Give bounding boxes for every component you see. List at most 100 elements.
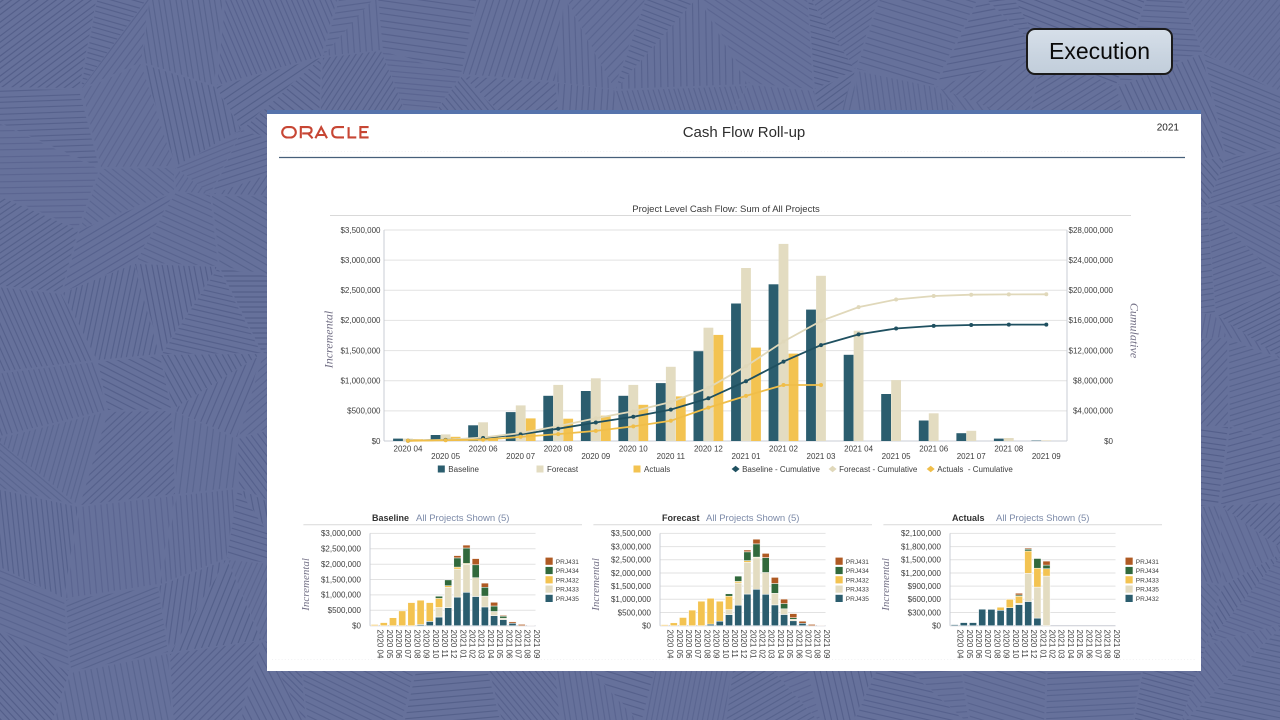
svg-text:2021 05: 2021 05 (1075, 630, 1084, 659)
svg-text:$1,000,000: $1,000,000 (340, 377, 381, 386)
svg-text:Baseline - Cumulative: Baseline - Cumulative (742, 465, 820, 474)
svg-text:$1,800,000: $1,800,000 (901, 542, 942, 551)
svg-text:2020 11: 2020 11 (1020, 630, 1029, 659)
svg-text:2020 04: 2020 04 (666, 630, 675, 659)
svg-text:$0: $0 (1104, 437, 1113, 446)
svg-text:PRJ432: PRJ432 (846, 577, 870, 584)
svg-text:$1,000,000: $1,000,000 (611, 595, 652, 604)
svg-text:$2,000,000: $2,000,000 (340, 316, 381, 325)
svg-text:2020 04: 2020 04 (956, 630, 965, 659)
svg-text:2021 01: 2021 01 (748, 630, 757, 659)
svg-text:2020 04: 2020 04 (376, 630, 385, 659)
svg-text:PRJ435: PRJ435 (846, 596, 870, 603)
svg-text:$0: $0 (932, 622, 941, 631)
svg-text:2021 02: 2021 02 (1048, 630, 1057, 659)
svg-text:$3,000,000: $3,000,000 (321, 529, 362, 538)
svg-text:2021 06: 2021 06 (919, 445, 948, 454)
svg-text:$3,000,000: $3,000,000 (611, 542, 652, 551)
svg-text:2021 02: 2021 02 (468, 630, 477, 659)
svg-text:$1,500,000: $1,500,000 (321, 575, 362, 584)
svg-text:2020 08: 2020 08 (702, 630, 711, 659)
svg-text:Incremental: Incremental (590, 558, 602, 612)
svg-text:Forecast - Cumulative: Forecast - Cumulative (839, 465, 918, 474)
svg-text:PRJ432: PRJ432 (1136, 596, 1160, 603)
svg-text:2020 05: 2020 05 (965, 630, 974, 659)
svg-text:$1,500,000: $1,500,000 (340, 346, 381, 355)
svg-text:2020 10: 2020 10 (619, 445, 648, 454)
svg-text:2020 08: 2020 08 (544, 445, 573, 454)
svg-text:2021 04: 2021 04 (1066, 630, 1075, 659)
svg-text:2020 12: 2020 12 (739, 630, 748, 659)
svg-text:2020 12: 2020 12 (694, 445, 723, 454)
svg-text:PRJ431: PRJ431 (1136, 559, 1160, 566)
svg-text:2020 12: 2020 12 (1029, 630, 1038, 659)
svg-text:2021 08: 2021 08 (1103, 630, 1112, 659)
svg-text:$3,500,000: $3,500,000 (611, 529, 652, 538)
svg-text:$2,500,000: $2,500,000 (321, 545, 362, 554)
svg-text:Actuals: Actuals (644, 465, 670, 474)
svg-text:PRJ434: PRJ434 (556, 568, 580, 575)
svg-text:$3,500,000: $3,500,000 (340, 226, 381, 235)
svg-text:Cash Flow Roll-up: Cash Flow Roll-up (683, 124, 806, 141)
svg-text:PRJ434: PRJ434 (1136, 568, 1160, 575)
svg-text:All Projects Shown (5): All Projects Shown (5) (416, 513, 509, 524)
svg-text:Forecast: Forecast (547, 465, 579, 474)
svg-text:2020 07: 2020 07 (983, 630, 992, 659)
svg-text:2021 07: 2021 07 (1094, 630, 1103, 659)
svg-text:2021 09: 2021 09 (1112, 630, 1121, 659)
svg-text:$1,000,000: $1,000,000 (321, 591, 362, 600)
svg-text:Project Level Cash Flow: Sum o: Project Level Cash Flow: Sum of All Proj… (632, 204, 820, 215)
svg-text:2020 09: 2020 09 (1002, 630, 1011, 659)
svg-text:Actuals - Cumulative: Actuals - Cumulative (937, 465, 1013, 474)
svg-text:2020 05: 2020 05 (431, 452, 460, 461)
svg-text:2021 04: 2021 04 (776, 630, 785, 659)
svg-text:PRJ434: PRJ434 (846, 568, 870, 575)
svg-text:2021 06: 2021 06 (794, 630, 803, 659)
svg-text:2020 09: 2020 09 (422, 630, 431, 659)
svg-text:$900,000: $900,000 (908, 582, 942, 591)
svg-text:$24,000,000: $24,000,000 (1069, 256, 1114, 265)
svg-text:2021 01: 2021 01 (732, 452, 761, 461)
svg-text:2021 05: 2021 05 (882, 452, 911, 461)
svg-text:$2,000,000: $2,000,000 (321, 560, 362, 569)
svg-text:PRJ433: PRJ433 (1136, 577, 1160, 584)
svg-text:PRJ435: PRJ435 (556, 596, 580, 603)
svg-text:$1,200,000: $1,200,000 (901, 569, 942, 578)
svg-text:Baseline: Baseline (372, 513, 409, 523)
svg-text:2020 10: 2020 10 (431, 630, 440, 659)
svg-text:$2,100,000: $2,100,000 (901, 529, 942, 538)
svg-text:2021 02: 2021 02 (758, 630, 767, 659)
svg-text:PRJ431: PRJ431 (556, 559, 580, 566)
svg-text:2021: 2021 (1157, 123, 1180, 134)
svg-text:$500,000: $500,000 (618, 608, 652, 617)
svg-text:2021 01: 2021 01 (1038, 630, 1047, 659)
svg-text:All Projects Shown (5): All Projects Shown (5) (706, 513, 799, 524)
svg-text:$12,000,000: $12,000,000 (1069, 346, 1114, 355)
svg-text:2020 05: 2020 05 (385, 630, 394, 659)
svg-text:$300,000: $300,000 (908, 608, 942, 617)
svg-text:Incremental: Incremental (300, 558, 312, 612)
svg-text:2020 06: 2020 06 (394, 630, 403, 659)
svg-text:2021 03: 2021 03 (767, 630, 776, 659)
svg-text:$1,500,000: $1,500,000 (901, 556, 942, 565)
svg-text:2021 08: 2021 08 (523, 630, 532, 659)
svg-text:2020 08: 2020 08 (992, 630, 1001, 659)
svg-text:Baseline: Baseline (448, 465, 479, 474)
svg-text:2021 01: 2021 01 (458, 630, 467, 659)
svg-text:2020 06: 2020 06 (469, 445, 498, 454)
svg-text:PRJ433: PRJ433 (556, 587, 580, 594)
svg-text:$8,000,000: $8,000,000 (1073, 377, 1114, 386)
svg-text:2020 07: 2020 07 (403, 630, 412, 659)
svg-text:2021 03: 2021 03 (1057, 630, 1066, 659)
svg-text:Incremental: Incremental (322, 310, 336, 369)
svg-text:2021 04: 2021 04 (844, 445, 873, 454)
svg-text:$1,500,000: $1,500,000 (611, 582, 652, 591)
svg-text:2020 04: 2020 04 (394, 445, 423, 454)
svg-text:2020 09: 2020 09 (712, 630, 721, 659)
svg-text:2020 10: 2020 10 (1011, 630, 1020, 659)
svg-text:2021 07: 2021 07 (804, 630, 813, 659)
svg-text:PRJ433: PRJ433 (846, 587, 870, 594)
svg-text:2021 03: 2021 03 (477, 630, 486, 659)
svg-text:PRJ431: PRJ431 (846, 559, 870, 566)
svg-text:2021 09: 2021 09 (532, 630, 541, 659)
